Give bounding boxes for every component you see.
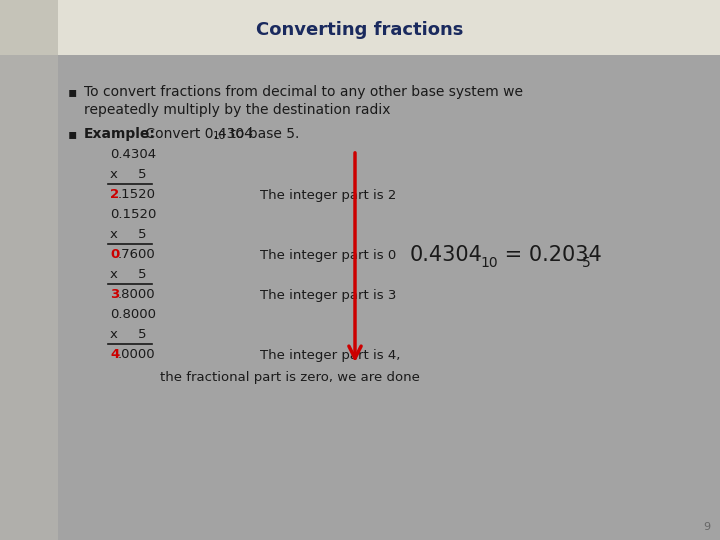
Text: The integer part is 4,: The integer part is 4,	[260, 348, 400, 361]
Text: Converting fractions: Converting fractions	[256, 21, 464, 39]
Text: 0.1520: 0.1520	[110, 208, 156, 221]
Text: 5: 5	[138, 228, 146, 241]
Text: ▪: ▪	[68, 127, 77, 141]
Text: .1520: .1520	[118, 188, 156, 201]
Text: .0000: .0000	[118, 348, 156, 361]
Text: ▪: ▪	[68, 85, 77, 99]
Text: = 0.2034: = 0.2034	[498, 245, 602, 265]
Text: 10: 10	[480, 256, 498, 270]
Text: x: x	[110, 228, 118, 241]
Text: Convert 0.4304: Convert 0.4304	[141, 127, 253, 141]
Text: x: x	[110, 168, 118, 181]
Bar	[0, 0, 720, 55]
Bar	[0, 55, 720, 540]
Text: 10: 10	[213, 131, 226, 141]
Text: the fractional part is zero, we are done: the fractional part is zero, we are done	[160, 370, 420, 383]
Bar	[0, 55, 58, 540]
Bar	[0, 0, 58, 55]
Text: 4: 4	[110, 348, 120, 361]
Text: x: x	[110, 268, 118, 281]
Text: The integer part is 2: The integer part is 2	[260, 188, 397, 201]
Text: .7600: .7600	[118, 248, 156, 261]
Text: To convert fractions from decimal to any other base system we: To convert fractions from decimal to any…	[84, 85, 523, 99]
Text: 0: 0	[110, 248, 120, 261]
Text: 5: 5	[138, 168, 146, 181]
Text: Example:: Example:	[84, 127, 156, 141]
Text: to base 5.: to base 5.	[226, 127, 300, 141]
Text: 0.4304: 0.4304	[410, 245, 483, 265]
Text: 5: 5	[582, 256, 590, 270]
Text: 0.8000: 0.8000	[110, 308, 156, 321]
Text: 9: 9	[703, 522, 710, 532]
Text: 5: 5	[138, 268, 146, 281]
Text: x: x	[110, 328, 118, 341]
Text: The integer part is 0: The integer part is 0	[260, 248, 396, 261]
Text: .8000: .8000	[118, 288, 156, 301]
Text: repeatedly multiply by the destination radix: repeatedly multiply by the destination r…	[84, 103, 390, 117]
Text: 2: 2	[110, 188, 119, 201]
Text: The integer part is 3: The integer part is 3	[260, 288, 397, 301]
Text: 5: 5	[138, 328, 146, 341]
Text: 0.4304: 0.4304	[110, 148, 156, 161]
Text: 3: 3	[110, 288, 120, 301]
